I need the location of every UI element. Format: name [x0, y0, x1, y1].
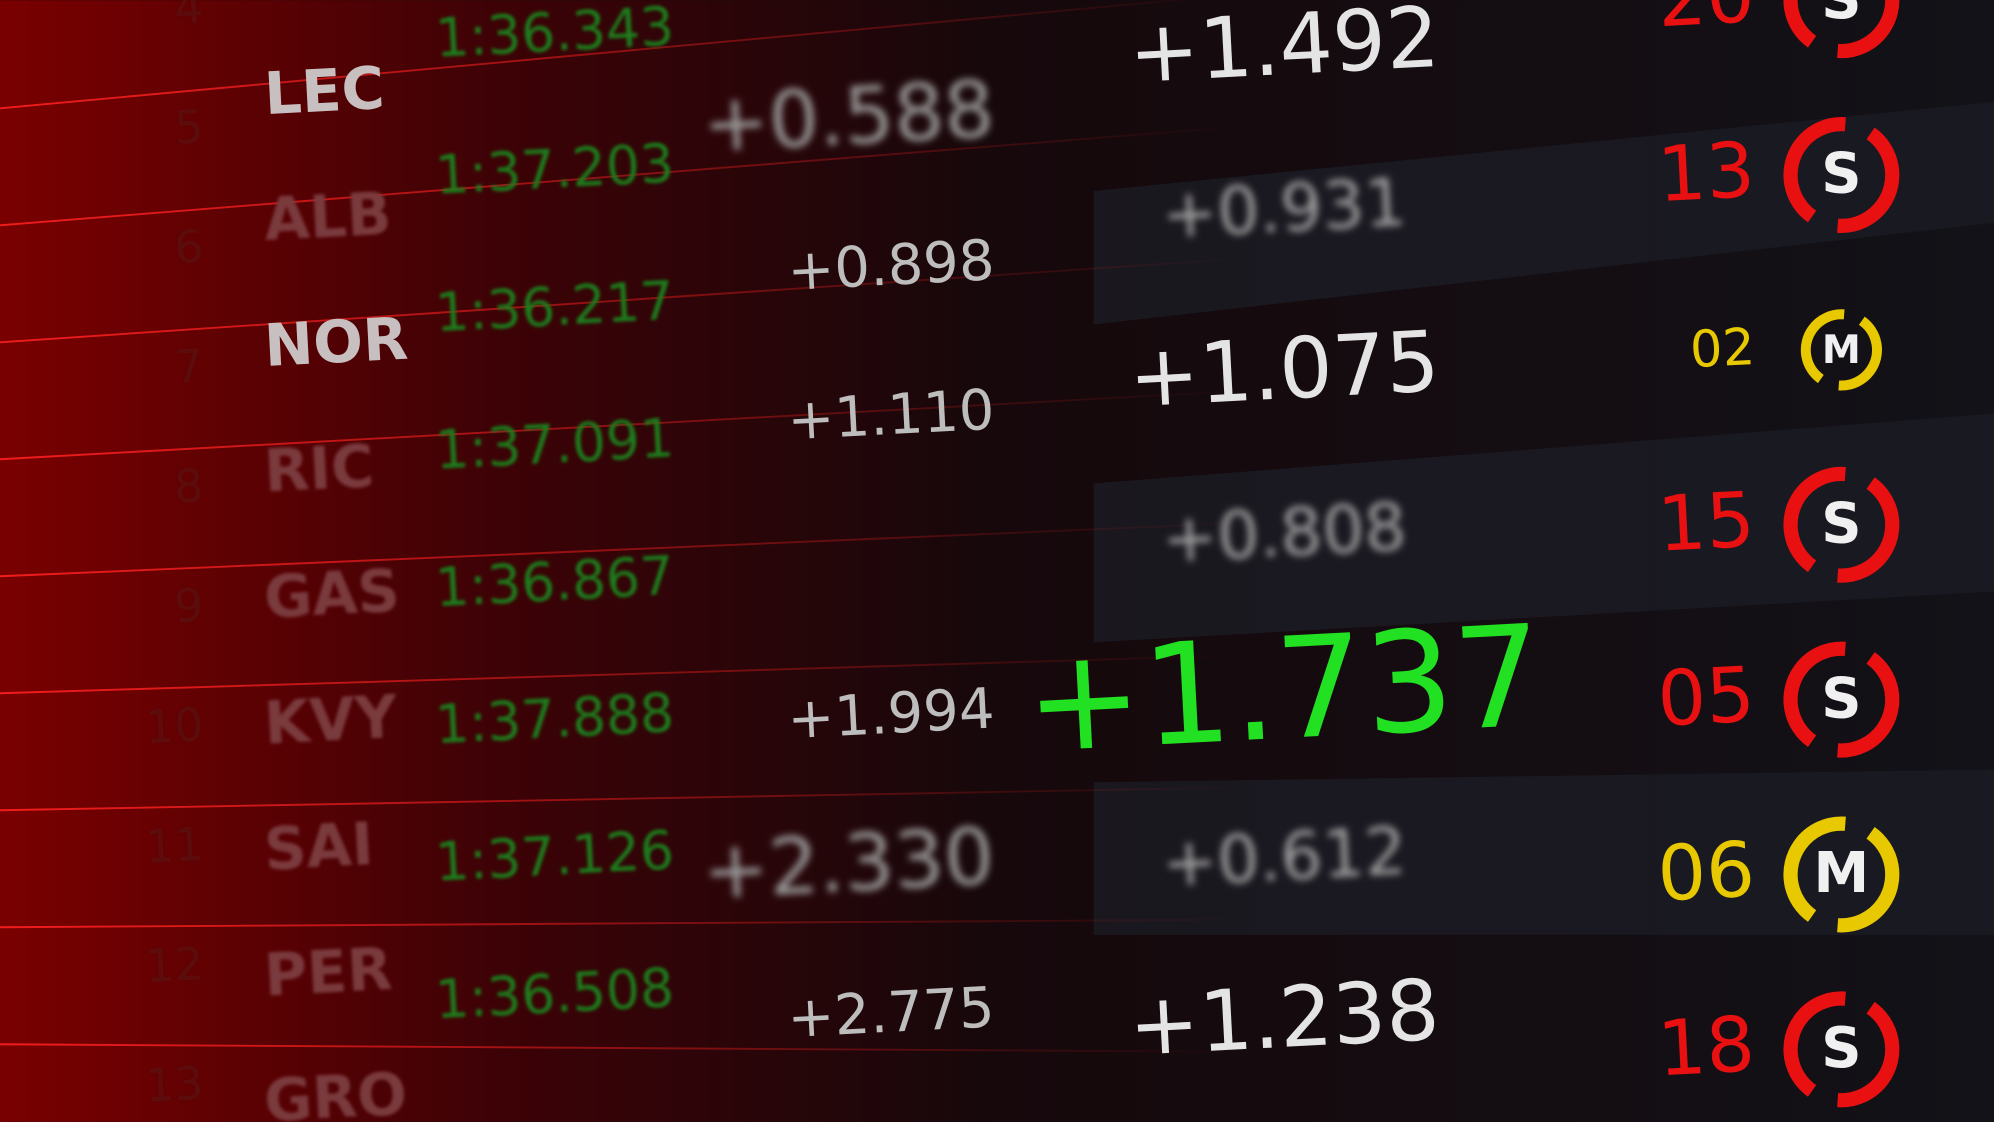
position: 5: [173, 100, 205, 154]
position: 12: [144, 937, 205, 993]
driver: SAI: [263, 810, 376, 884]
interval: +0.612: [1160, 812, 1408, 902]
tyre-compound: M: [1814, 841, 1870, 906]
gap: +0.898: [786, 228, 996, 304]
gap: +1.994: [786, 677, 996, 753]
driver: LEC: [263, 54, 387, 128]
tyre-laps: 06: [1655, 825, 1757, 919]
gap: +1.110: [786, 378, 996, 454]
grid-line: [0, 521, 1247, 578]
interval: +0.808: [1160, 488, 1408, 578]
lap-time: 1:36.867: [434, 543, 676, 618]
grid-line: [0, 0, 1190, 110]
driver: RIC: [263, 432, 376, 506]
tyre-compound: S: [1821, 491, 1861, 556]
position: 4: [173, 0, 205, 35]
lap-time: 1:37.203: [434, 131, 676, 206]
tyre-laps: 05: [1655, 650, 1757, 744]
grid-line: [0, 918, 1247, 929]
tyre-icon: M: [1800, 309, 1882, 391]
tyre-laps: 18: [1655, 999, 1757, 1093]
driver: NOR: [263, 305, 410, 380]
grid-line: [0, 125, 1247, 227]
row-stripes: [1093, 101, 1994, 935]
driver: GAS: [263, 557, 402, 632]
position: 11: [144, 818, 205, 874]
lap-time: 1:36.343: [434, 0, 676, 70]
tyre-compound: S: [1821, 0, 1861, 32]
position: 8: [173, 459, 205, 513]
lap-time: 1:36.508: [434, 956, 676, 1031]
gap: +2.330: [700, 810, 996, 917]
interval: +1.075: [1126, 312, 1441, 426]
tyre-laps: 13: [1655, 125, 1757, 219]
tyre-laps: 20: [1655, 0, 1757, 44]
position: 10: [144, 698, 205, 754]
grid-line: [0, 786, 1247, 812]
position: 9: [173, 579, 205, 633]
position: 13: [144, 1057, 205, 1113]
position: 7: [173, 340, 205, 394]
driver: KVY: [263, 683, 400, 758]
tyre-laps: 15: [1655, 475, 1757, 569]
lap-time: 1:37.888: [434, 681, 676, 756]
lap-time: 1:36.217: [434, 269, 676, 344]
tyre-compound: S: [1821, 666, 1861, 731]
interval: +1.238: [1126, 961, 1441, 1075]
driver: ALB: [263, 180, 393, 255]
tyre-compound: S: [1821, 1016, 1861, 1081]
tyre-compound: S: [1821, 142, 1861, 207]
tyre-laps: 02: [1689, 317, 1757, 379]
tyre-ring: [1800, 309, 1882, 391]
grid: [0, 0, 1248, 1122]
gap: +2.775: [786, 975, 996, 1051]
grid-line: [0, 257, 1247, 344]
tyre-ring: [1783, 0, 1900, 59]
interval: +1.492: [1126, 0, 1441, 102]
lap-time: 1:37.126: [434, 818, 676, 893]
gap: +0.588: [700, 63, 996, 170]
lap-time: 1:37.091: [434, 406, 676, 481]
grid-line: [0, 1043, 1247, 1053]
grid-line: [0, 389, 1247, 461]
interval: +0.931: [1160, 164, 1408, 254]
driver: GRO: [263, 1060, 409, 1122]
board: 4 5 LEC 1:36.343 6 ALB 1:37.203 +0.588 +1.492 20 S…: [144, 0, 1900, 1122]
interval: +1.737: [1021, 594, 1546, 784]
position: 6: [173, 220, 205, 274]
tyre-icon: S: [1783, 0, 1900, 59]
grid-line: [0, 654, 1247, 695]
driver: PER: [263, 935, 394, 1010]
tyre-compound: M: [1822, 328, 1861, 373]
